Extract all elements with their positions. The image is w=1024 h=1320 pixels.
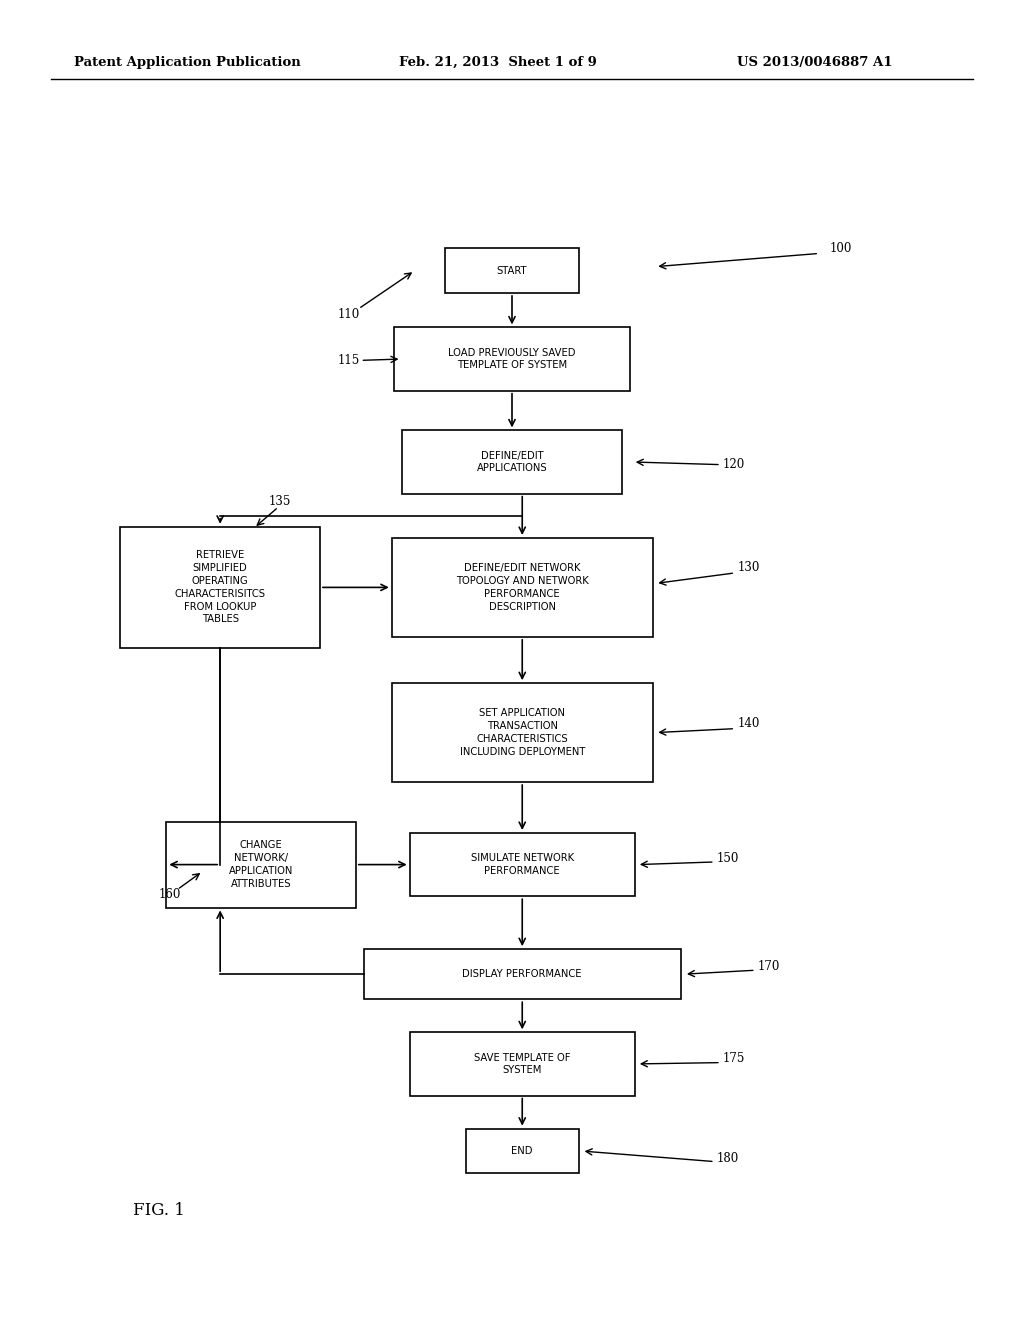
Text: LOAD PREVIOUSLY SAVED
TEMPLATE OF SYSTEM: LOAD PREVIOUSLY SAVED TEMPLATE OF SYSTEM [449, 347, 575, 371]
Text: 175: 175 [723, 1052, 745, 1065]
Text: 120: 120 [723, 458, 745, 471]
Text: CHANGE
NETWORK/
APPLICATION
ATTRIBUTES: CHANGE NETWORK/ APPLICATION ATTRIBUTES [229, 841, 293, 888]
FancyBboxPatch shape [401, 430, 623, 494]
FancyBboxPatch shape [445, 248, 579, 293]
Text: 130: 130 [737, 561, 760, 574]
Text: DISPLAY PERFORMANCE: DISPLAY PERFORMANCE [463, 969, 582, 979]
Text: 150: 150 [717, 851, 739, 865]
FancyBboxPatch shape [391, 682, 653, 781]
FancyBboxPatch shape [121, 527, 319, 648]
FancyBboxPatch shape [466, 1129, 579, 1173]
Text: 100: 100 [829, 242, 852, 255]
Text: SIMULATE NETWORK
PERFORMANCE: SIMULATE NETWORK PERFORMANCE [471, 853, 573, 876]
Text: SET APPLICATION
TRANSACTION
CHARACTERISTICS
INCLUDING DEPLOYMENT: SET APPLICATION TRANSACTION CHARACTERIST… [460, 709, 585, 756]
Text: 170: 170 [758, 960, 780, 973]
Text: DEFINE/EDIT NETWORK
TOPOLOGY AND NETWORK
PERFORMANCE
DESCRIPTION: DEFINE/EDIT NETWORK TOPOLOGY AND NETWORK… [456, 564, 589, 611]
FancyBboxPatch shape [410, 1032, 635, 1096]
FancyBboxPatch shape [364, 949, 681, 999]
Text: SAVE TEMPLATE OF
SYSTEM: SAVE TEMPLATE OF SYSTEM [474, 1052, 570, 1076]
Text: Patent Application Publication: Patent Application Publication [74, 55, 300, 69]
Text: END: END [512, 1146, 532, 1156]
Text: 160: 160 [159, 888, 181, 902]
FancyBboxPatch shape [394, 327, 630, 391]
FancyBboxPatch shape [391, 539, 653, 636]
Text: RETRIEVE
SIMPLIFIED
OPERATING
CHARACTERISITCS
FROM LOOKUP
TABLES: RETRIEVE SIMPLIFIED OPERATING CHARACTERI… [175, 550, 265, 624]
Text: 135: 135 [268, 495, 291, 508]
Text: 140: 140 [737, 717, 760, 730]
Text: DEFINE/EDIT
APPLICATIONS: DEFINE/EDIT APPLICATIONS [477, 450, 547, 474]
Text: FIG. 1: FIG. 1 [133, 1203, 185, 1218]
Text: Feb. 21, 2013  Sheet 1 of 9: Feb. 21, 2013 Sheet 1 of 9 [399, 55, 597, 69]
Text: US 2013/0046887 A1: US 2013/0046887 A1 [737, 55, 893, 69]
Text: 115: 115 [338, 354, 360, 367]
Text: 180: 180 [717, 1152, 739, 1166]
FancyBboxPatch shape [410, 833, 635, 896]
Text: START: START [497, 265, 527, 276]
Text: 110: 110 [338, 308, 360, 321]
FancyBboxPatch shape [166, 821, 356, 908]
